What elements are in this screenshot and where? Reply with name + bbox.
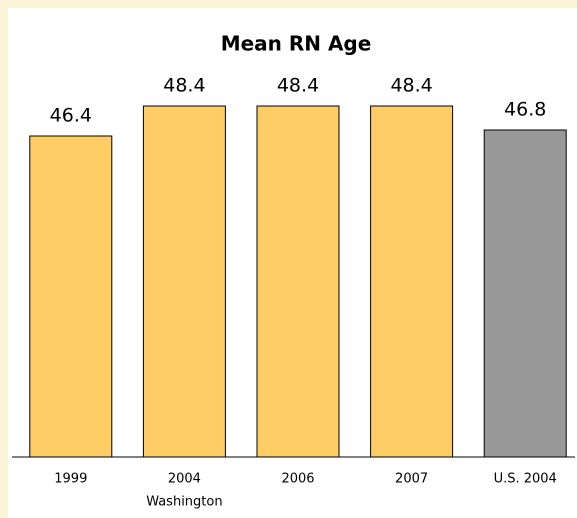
bar	[483, 129, 567, 458]
value-label: 46.4	[50, 105, 92, 127]
bar	[29, 135, 113, 458]
value-label: 48.4	[277, 75, 319, 97]
bar	[256, 105, 340, 458]
value-label: 48.4	[390, 75, 432, 97]
value-label: 46.8	[504, 99, 546, 121]
x-tick-label: 2007	[395, 472, 428, 487]
chart-title: Mean RN Age	[221, 32, 372, 56]
x-tick-label: 2006	[281, 472, 314, 487]
x-tick-label: U.S. 2004	[494, 472, 557, 487]
bar	[370, 105, 454, 458]
bar	[142, 105, 226, 458]
x-tick-label: 2004	[168, 472, 201, 487]
x-tick-label: 1999	[54, 472, 87, 487]
value-label: 48.4	[163, 75, 205, 97]
group-label: Washington	[146, 495, 222, 510]
